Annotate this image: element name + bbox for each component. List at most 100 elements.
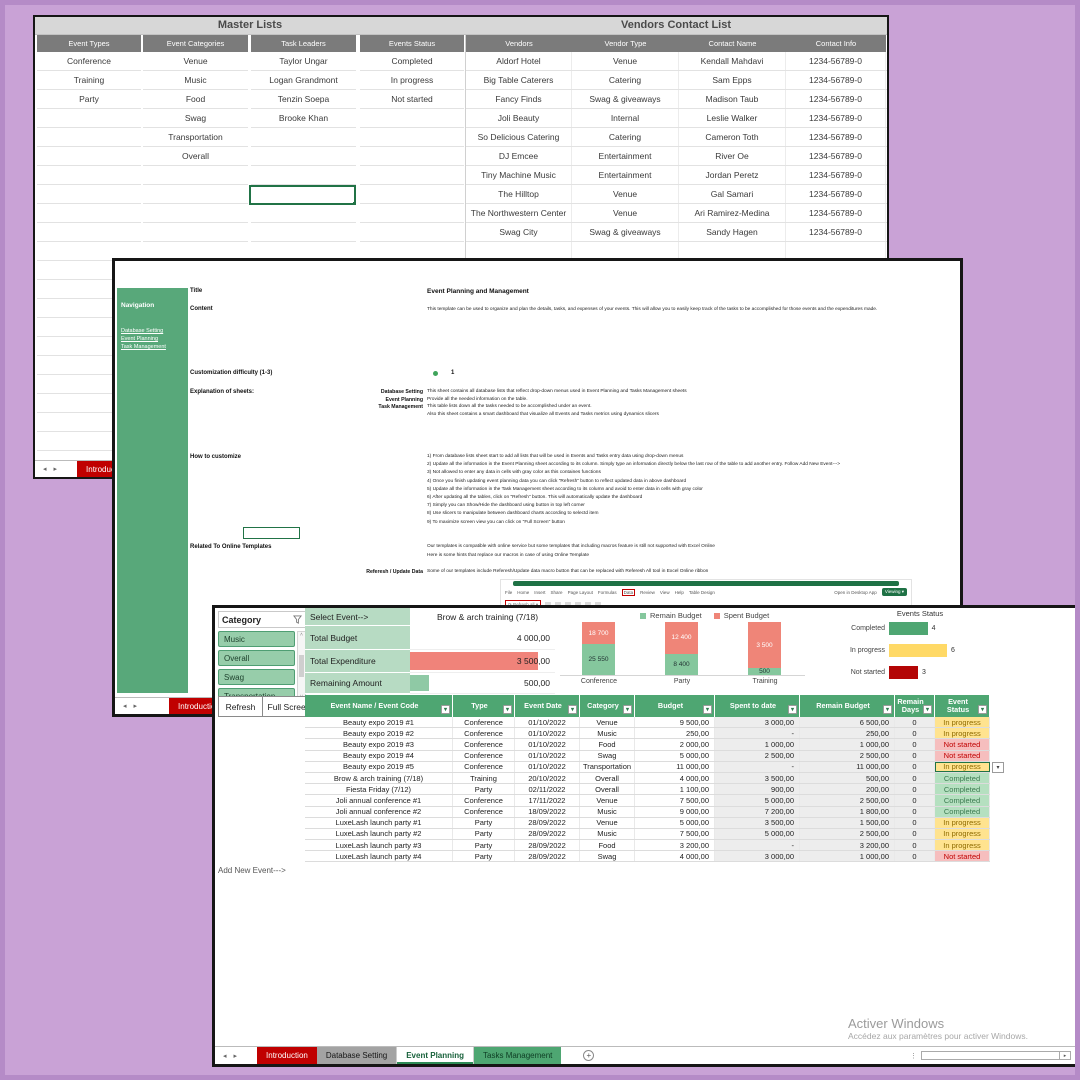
list-cell[interactable] <box>143 204 248 223</box>
table-cell[interactable]: 3 500,00 <box>715 772 800 784</box>
list-cell[interactable] <box>37 337 141 356</box>
table-cell[interactable]: 3 200,00 <box>635 840 715 851</box>
table-cell[interactable]: Internal <box>572 109 679 127</box>
table-cell[interactable]: Conference <box>453 717 515 728</box>
scroll-right-icon[interactable]: ▸ <box>1059 1052 1070 1059</box>
filter-dropdown-icon[interactable]: ▾ <box>788 705 797 714</box>
filter-dropdown-icon[interactable]: ▾ <box>703 705 712 714</box>
table-cell[interactable]: 28/09/2022 <box>515 851 580 862</box>
table-cell[interactable]: Entertainment <box>572 166 679 184</box>
table-cell[interactable]: Gal Samari <box>679 185 786 203</box>
table-cell[interactable]: 1 800,00 <box>800 806 895 817</box>
list-cell[interactable]: Transportation <box>143 128 248 147</box>
list-cell[interactable]: Food <box>143 90 248 109</box>
selected-cell[interactable] <box>243 527 300 539</box>
nav-link-task-management[interactable]: Task Management <box>121 344 166 350</box>
table-cell[interactable]: Beauty expo 2019 #5 <box>305 761 453 772</box>
table-cell[interactable]: Swag City <box>466 223 572 241</box>
list-cell[interactable] <box>360 185 464 204</box>
table-cell[interactable]: LuxeLash launch party #3 <box>305 840 453 851</box>
table-cell[interactable]: 1234-56789-0 <box>786 71 886 89</box>
tab-tasks-management[interactable]: Tasks Management <box>474 1047 562 1064</box>
table-cell[interactable]: 6 500,00 <box>800 717 895 728</box>
table-cell[interactable]: Joli annual conference #1 <box>305 795 453 806</box>
table-cell[interactable]: Brow & arch training (7/18) <box>305 772 453 784</box>
list-cell[interactable]: Party <box>37 90 141 109</box>
table-cell[interactable]: 2 500,00 <box>800 750 895 761</box>
table-cell[interactable]: Sandy Hagen <box>679 223 786 241</box>
table-cell[interactable]: 0 <box>895 840 935 851</box>
table-cell[interactable]: 01/10/2022 <box>515 750 580 761</box>
list-cell[interactable]: Swag <box>143 109 248 128</box>
list-cell[interactable] <box>37 147 141 166</box>
sheet-nav-arrows[interactable]: ◂ ▸ <box>35 461 65 477</box>
table-cell[interactable]: 0 <box>895 817 935 828</box>
list-cell[interactable] <box>37 128 141 147</box>
ribbon-tab-file[interactable]: File <box>505 589 513 595</box>
table-cell[interactable]: 0 <box>895 750 935 761</box>
table-cell[interactable]: Sam Epps <box>679 71 786 89</box>
table-cell[interactable]: 0 <box>895 784 935 795</box>
table-cell[interactable]: Fiesta Friday (7/12) <box>305 784 453 795</box>
table-cell[interactable]: Entertainment <box>572 147 679 165</box>
ribbon-tab-review[interactable]: Review <box>640 589 655 595</box>
list-cell[interactable]: Taylor Ungar <box>251 52 356 71</box>
table-cell[interactable] <box>679 242 786 260</box>
table-cell[interactable]: 28/09/2022 <box>515 828 580 840</box>
list-cell[interactable] <box>37 318 141 337</box>
table-cell[interactable]: 1 000,00 <box>800 739 895 750</box>
table-cell[interactable]: Transportation <box>580 761 635 772</box>
list-cell[interactable]: Logan Grandmont <box>251 71 356 90</box>
table-cell[interactable]: 2 000,00 <box>635 739 715 750</box>
table-cell[interactable]: 4 000,00 <box>635 851 715 862</box>
table-cell[interactable]: Not started <box>935 739 990 750</box>
column-header-7[interactable]: Remain Budget ▾ <box>800 695 895 717</box>
table-cell[interactable] <box>572 242 679 260</box>
table-cell[interactable]: Party <box>453 840 515 851</box>
table-cell[interactable]: Party <box>453 851 515 862</box>
table-cell[interactable]: In progress <box>935 717 990 728</box>
list-cell[interactable] <box>360 223 464 242</box>
list-cell[interactable]: Music <box>143 71 248 90</box>
table-cell[interactable]: River Oe <box>679 147 786 165</box>
horizontal-scrollbar[interactable]: ⋮ ▸ <box>910 1047 1075 1064</box>
table-cell[interactable]: 01/10/2022 <box>515 717 580 728</box>
table-cell[interactable]: Party <box>453 817 515 828</box>
ribbon-tab-formulas[interactable]: Formulas <box>597 589 617 595</box>
open-in-desktop-app-button[interactable]: Open in Desktop App <box>834 589 877 595</box>
ribbon-tab-page-layout[interactable]: Page Layout <box>567 589 593 595</box>
list-cell[interactable] <box>37 432 141 451</box>
list-cell[interactable] <box>37 242 141 261</box>
list-cell[interactable]: Brooke Khan <box>251 109 356 128</box>
table-cell[interactable]: Madison Taub <box>679 90 786 108</box>
table-cell[interactable]: 250,00 <box>800 728 895 739</box>
summary-value-cell[interactable]: 500,00 <box>410 673 555 694</box>
table-cell[interactable]: Completed <box>935 784 990 795</box>
ribbon-tab-table-design[interactable]: Table Design <box>688 589 715 595</box>
table-cell[interactable]: 2 500,00 <box>800 795 895 806</box>
table-cell[interactable]: 0 <box>895 728 935 739</box>
table-cell[interactable]: Catering <box>572 128 679 146</box>
table-cell[interactable]: 3 000,00 <box>715 851 800 862</box>
table-cell[interactable]: Food <box>580 739 635 750</box>
list-cell[interactable] <box>37 375 141 394</box>
column-header-8[interactable]: Remain Days ▾ <box>895 695 935 717</box>
table-cell[interactable]: Ari Ramirez-Medina <box>679 204 786 222</box>
list-cell[interactable] <box>37 394 141 413</box>
table-cell[interactable]: 17/11/2022 <box>515 795 580 806</box>
filter-dropdown-icon[interactable]: ▾ <box>623 705 632 714</box>
column-header-1[interactable]: Event Name / Event Code ▾ <box>305 695 453 717</box>
table-cell[interactable]: 200,00 <box>800 784 895 795</box>
selected-cell[interactable] <box>249 185 356 205</box>
table-cell[interactable]: Completed <box>935 772 990 784</box>
table-cell[interactable]: 1234-56789-0 <box>786 185 886 203</box>
table-cell[interactable]: 3 200,00 <box>800 840 895 851</box>
table-cell[interactable]: 0 <box>895 717 935 728</box>
scrollbar-thumb[interactable] <box>299 655 304 677</box>
list-cell[interactable] <box>360 204 464 223</box>
table-cell[interactable]: Overall <box>580 772 635 784</box>
list-cell[interactable] <box>37 261 141 280</box>
table-cell[interactable]: Joli annual conference #2 <box>305 806 453 817</box>
status-dropdown-icon[interactable]: ▾ <box>992 761 1004 773</box>
table-cell[interactable]: Music <box>580 806 635 817</box>
